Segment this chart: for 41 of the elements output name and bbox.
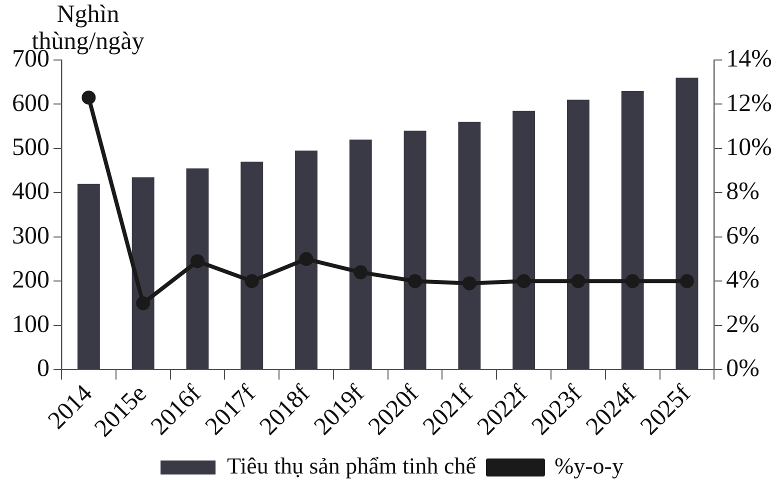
y2-tick-label: 6% bbox=[726, 222, 760, 250]
bar bbox=[77, 184, 100, 370]
point bbox=[244, 274, 259, 288]
bar bbox=[186, 168, 209, 370]
legend-label: %y-o-y bbox=[554, 454, 624, 479]
y2-tick-label: 0% bbox=[726, 355, 760, 382]
y-tick-label: 200 bbox=[12, 266, 50, 294]
bar bbox=[676, 78, 698, 370]
point bbox=[626, 274, 640, 288]
point bbox=[516, 274, 531, 288]
bar bbox=[295, 150, 318, 370]
bar bbox=[349, 140, 372, 370]
y2-tick-label: 2% bbox=[726, 310, 760, 338]
legend-label: Tiêu thụ sản phẩm tinh chế bbox=[227, 454, 477, 479]
y2-tick-label: 10% bbox=[726, 134, 772, 162]
bar bbox=[566, 100, 590, 370]
y2-tick-label: 4% bbox=[726, 266, 760, 294]
point bbox=[82, 90, 96, 105]
y2-tick-label: 14% bbox=[726, 46, 772, 73]
bar bbox=[621, 90, 644, 370]
y2-tick-label: 12% bbox=[726, 90, 772, 117]
point bbox=[299, 252, 314, 266]
point bbox=[136, 296, 150, 310]
bar bbox=[512, 110, 536, 370]
y-tick-label: 500 bbox=[12, 134, 50, 162]
y-tick-label: 300 bbox=[12, 222, 50, 250]
bar bbox=[404, 130, 426, 370]
bar bbox=[240, 162, 264, 370]
y-tick-label: 0 bbox=[37, 355, 50, 382]
y-tick-label: 100 bbox=[12, 310, 50, 338]
point bbox=[408, 274, 422, 288]
y2-tick-label: 8% bbox=[726, 178, 760, 206]
point bbox=[462, 276, 476, 290]
y-tick-label: 600 bbox=[12, 90, 50, 117]
point bbox=[190, 254, 204, 268]
point bbox=[571, 274, 586, 288]
point bbox=[680, 274, 694, 288]
y-tick-label: 400 bbox=[12, 178, 50, 206]
bar bbox=[132, 177, 154, 370]
bar bbox=[458, 122, 481, 370]
point bbox=[354, 265, 368, 280]
